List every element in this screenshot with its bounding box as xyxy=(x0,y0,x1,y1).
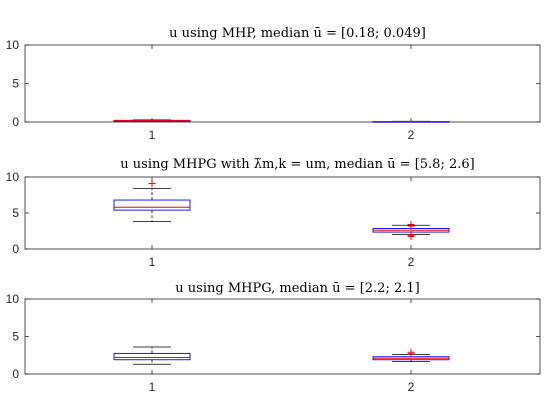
outlier-marker xyxy=(407,222,415,230)
subplot-title: u using MHP, median ū = [0.18; 0.049] xyxy=(169,26,426,41)
x-tick-label: 2 xyxy=(408,128,415,142)
x-tick-label: 2 xyxy=(408,255,415,269)
y-tick-label: 10 xyxy=(6,292,20,306)
axes-frame xyxy=(24,44,541,123)
iqr-box xyxy=(113,352,191,361)
y-tick-label: 0 xyxy=(12,115,19,129)
x-tick-label: 1 xyxy=(149,255,156,269)
y-tick-label: 10 xyxy=(6,38,20,52)
subplot-2: 0 5 10 1 2 u using MHPG with λ̃m,k = um, medi… xyxy=(6,157,541,269)
box-2 xyxy=(372,120,450,123)
axes-frame xyxy=(24,176,541,250)
x-tick-label: 1 xyxy=(149,128,156,142)
subplot-title: u using MHPG with λ̃m,k = um, median ū =… xyxy=(120,157,474,172)
y-tick-label: 5 xyxy=(12,330,19,344)
box-1 xyxy=(113,346,191,365)
subplot-title: u using MHPG, median ū = [2.2; 2.1] xyxy=(175,281,419,296)
outlier-marker xyxy=(148,179,156,187)
outlier-marker xyxy=(407,232,415,240)
subplot-1: 0 5 10 1 2 u using MHP, median ū = [0.18; 0.0… xyxy=(6,26,541,142)
subplot-3: 0 5 10 1 2 u using MHPG, median ū = [2.2; 2.1… xyxy=(6,281,541,394)
x-tick-label: 2 xyxy=(408,380,415,394)
axes-frame xyxy=(24,298,541,375)
y-tick-label: 5 xyxy=(12,77,19,91)
box-2 xyxy=(372,221,450,240)
box-1 xyxy=(113,179,191,223)
y-tick-label: 5 xyxy=(12,206,19,220)
y-tick-label: 0 xyxy=(12,367,19,381)
y-tick-label: 0 xyxy=(12,242,19,256)
y-tick-label: 10 xyxy=(6,170,20,184)
x-tick-label: 1 xyxy=(149,380,156,394)
box-1 xyxy=(113,119,191,122)
iqr-box xyxy=(113,199,191,211)
outlier-marker xyxy=(407,348,415,356)
box-2 xyxy=(372,348,450,363)
